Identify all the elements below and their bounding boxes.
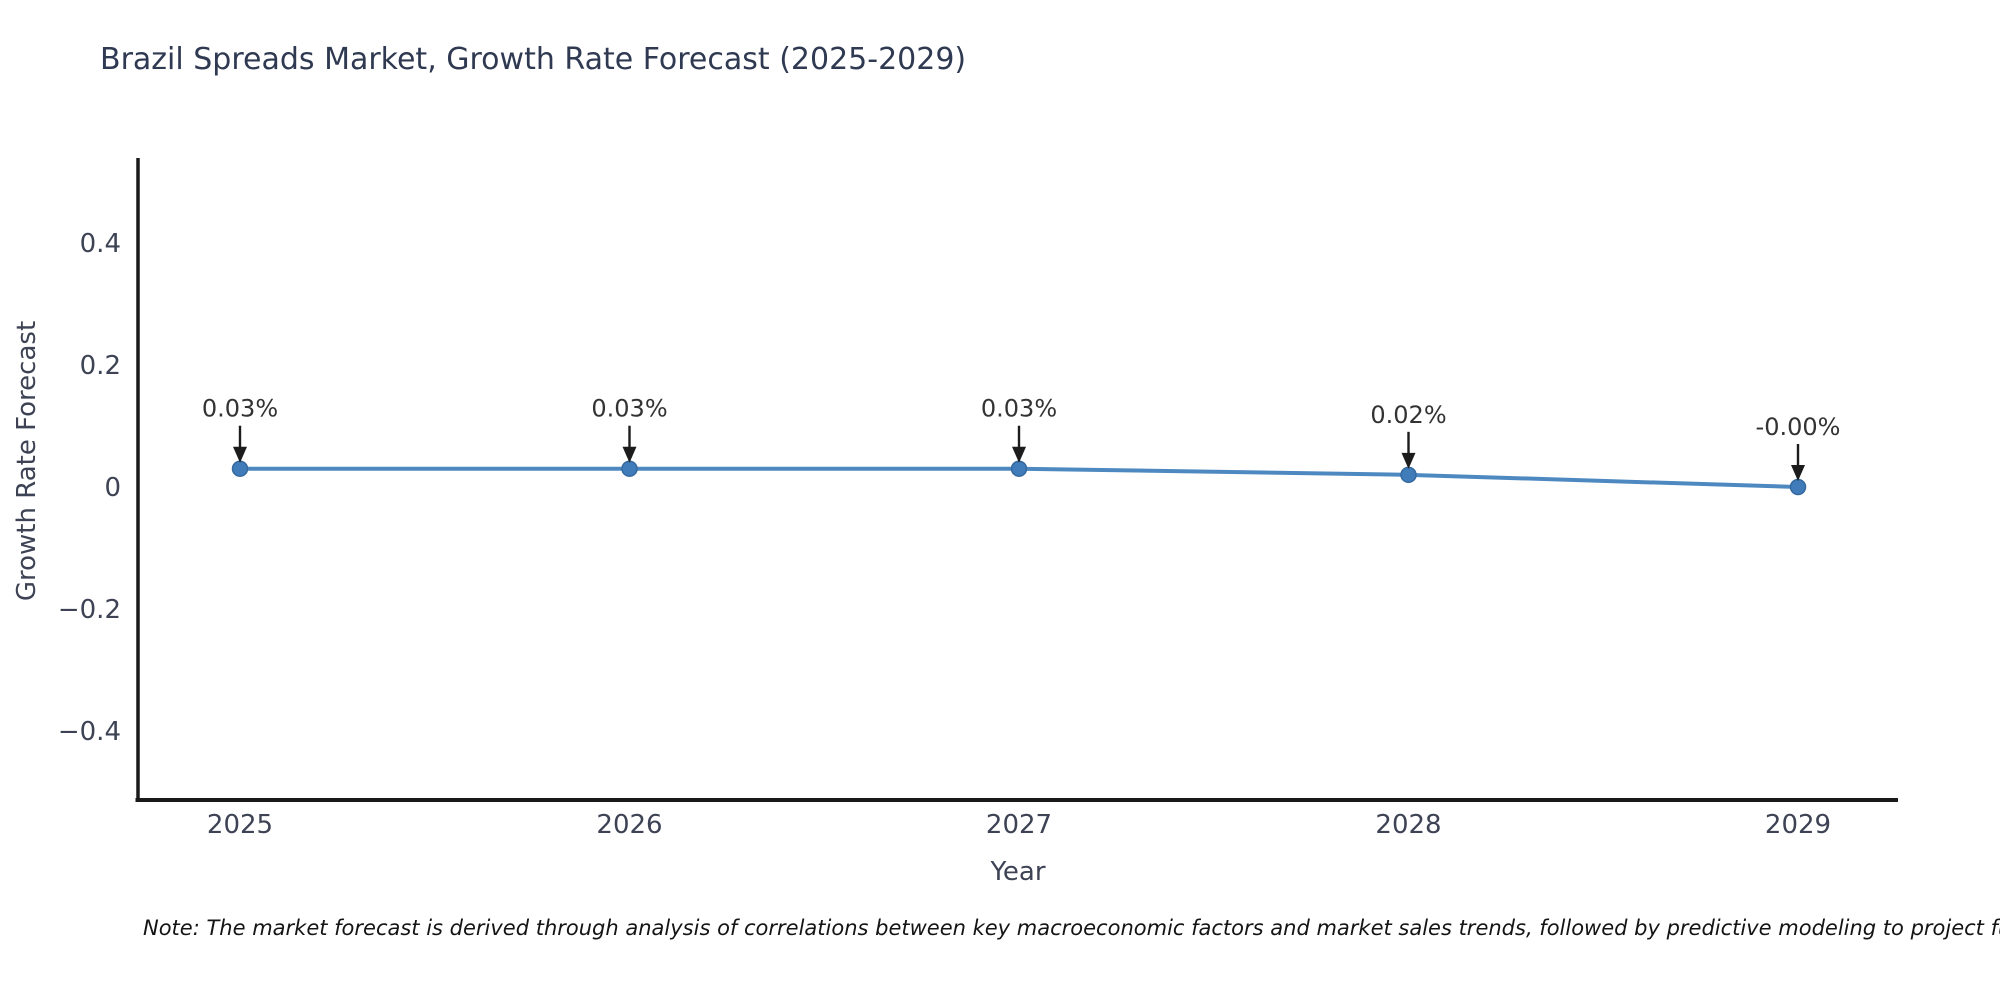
data-point bbox=[1789, 478, 1807, 496]
point-label: 0.03% bbox=[981, 395, 1057, 423]
y-tick-label: 0.2 bbox=[80, 351, 121, 381]
x-axis-label: Year bbox=[990, 857, 1046, 887]
x-tick-label: 2025 bbox=[207, 810, 273, 840]
x-tick-label: 2028 bbox=[1375, 810, 1441, 840]
y-tick-label: −0.2 bbox=[58, 595, 121, 625]
point-label: 0.03% bbox=[202, 395, 278, 423]
y-tick-label: 0.4 bbox=[80, 229, 121, 259]
point-label: -0.00% bbox=[1756, 413, 1841, 441]
point-label: 0.02% bbox=[1370, 401, 1446, 429]
chart-title: Brazil Spreads Market, Growth Rate Forec… bbox=[100, 42, 967, 77]
point-label: 0.03% bbox=[591, 395, 667, 423]
annotation-arrow-head bbox=[1791, 465, 1805, 482]
x-tick-label: 2026 bbox=[596, 810, 662, 840]
data-point bbox=[1400, 466, 1417, 484]
y-axis-label: Growth Rate Forecast bbox=[12, 320, 42, 602]
y-tick-label: 0 bbox=[104, 473, 121, 503]
annotation-arrow-head bbox=[1401, 452, 1416, 469]
annotation-arrow-head bbox=[622, 446, 637, 463]
y-tick-label: −0.4 bbox=[58, 717, 121, 747]
data-point bbox=[1010, 460, 1028, 477]
annotation-arrow-head bbox=[233, 446, 247, 463]
data-point bbox=[231, 460, 249, 477]
x-tick-label: 2027 bbox=[986, 810, 1052, 840]
annotation-arrow-head bbox=[1012, 446, 1026, 463]
footnote: Note: The market forecast is derived thr… bbox=[143, 916, 2000, 940]
data-point bbox=[621, 460, 638, 477]
x-tick-label: 2029 bbox=[1765, 810, 1831, 840]
